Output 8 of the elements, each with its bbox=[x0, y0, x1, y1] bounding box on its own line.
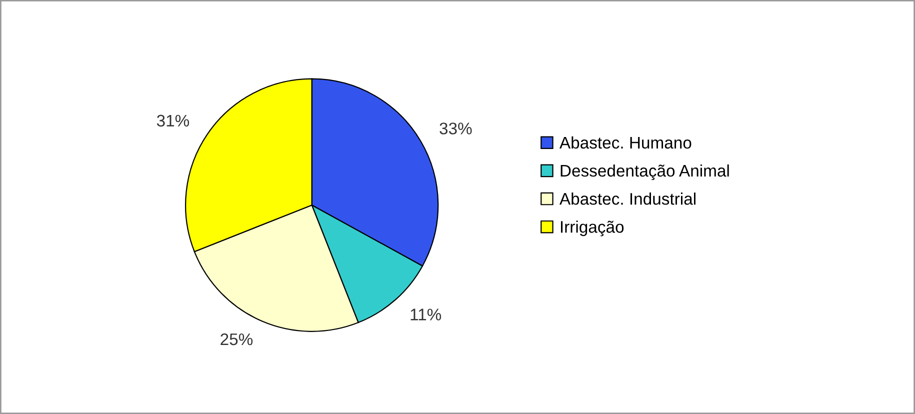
data-label: 11% bbox=[410, 308, 442, 320]
data-label: 33% bbox=[440, 122, 472, 134]
data-label: 25% bbox=[220, 333, 253, 346]
legend-label: Abastec. Industrial bbox=[559, 192, 696, 205]
legend-label: Dessedentação Animal bbox=[560, 164, 729, 180]
legend-label: Irrigação bbox=[560, 220, 624, 236]
data-label: 31% bbox=[156, 114, 190, 127]
legend-label: Abastec. Humano bbox=[559, 136, 692, 149]
